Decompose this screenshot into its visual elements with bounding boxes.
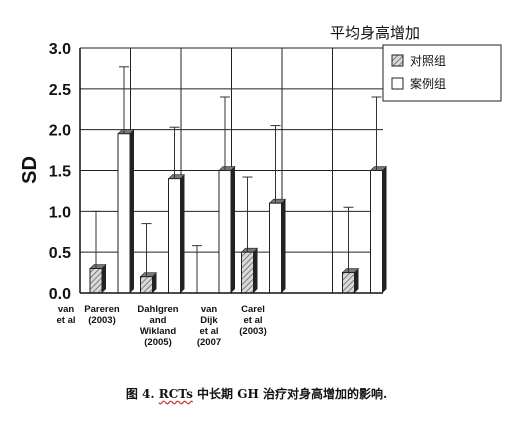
bar-side (231, 166, 235, 293)
legend-label-case: 案例组 (410, 76, 446, 91)
y-tick-label: 2.5 (49, 82, 71, 99)
bar-control (342, 272, 355, 294)
x-tick-label: van et al (56, 304, 75, 326)
figure-caption: 图 4. RCTs 中长期 GH 治疗对身高增加的影响. (0, 385, 513, 402)
y-tick-label: 0.0 (49, 286, 71, 303)
chart-title: 平均身高增加 (330, 24, 420, 42)
x-tick-label: Pareren (2003) (84, 304, 120, 326)
bar-chart: 平均身高增加 SD 0.0 0.5 1.0 1.5 2.0 2.5 3.0 van et al… (19, 24, 502, 348)
x-tick-label: Carel et al (2003) (239, 304, 266, 337)
bar-case (218, 170, 232, 294)
y-tick-label: 0.5 (49, 245, 71, 262)
bar-case (370, 170, 383, 294)
legend-label-control: 对照组 (410, 54, 446, 68)
legend-box (382, 44, 502, 102)
y-axis-label: SD (19, 156, 41, 184)
bar-control (241, 251, 254, 294)
bar-case (269, 202, 282, 294)
legend-swatch-case (391, 77, 404, 90)
y-tick-labels: 0.0 0.5 1.0 1.5 2.0 2.5 3.0 (49, 41, 71, 303)
bar-control (89, 268, 103, 294)
bar-side (180, 174, 185, 293)
bars (89, 129, 388, 294)
x-tick-label: Dahlgren and Wikland (2005) (137, 304, 178, 348)
x-tick-label: van Dijk et al (2007 (197, 304, 221, 348)
x-tick-labels: van et al Pareren (2003) Dahlgren and Wikland(… (56, 304, 266, 348)
bar-case (168, 178, 181, 294)
bar-side (382, 166, 387, 293)
axes (79, 48, 383, 294)
error-bars (91, 66, 382, 293)
caption-text: 中长期 GH 治疗对身高增加的影响. (197, 387, 388, 401)
bar-control (140, 276, 153, 294)
legend-swatch-control (391, 54, 404, 67)
caption-prefix: 图 4. (125, 387, 155, 401)
y-tick-label: 2.0 (49, 123, 71, 140)
bar-side (281, 199, 286, 293)
bar-side (152, 272, 157, 293)
y-tick-label: 1.0 (49, 204, 71, 221)
caption-rcts: RCTs (158, 387, 193, 401)
y-tick-label: 1.5 (49, 164, 71, 181)
y-tick-label: 3.0 (49, 41, 71, 58)
bar-side (354, 268, 359, 293)
bar-side (130, 129, 134, 293)
bar-side (253, 248, 258, 293)
legend: 对照组 案例组 (382, 44, 502, 102)
bar-case (117, 133, 131, 294)
bar-side (102, 264, 106, 293)
